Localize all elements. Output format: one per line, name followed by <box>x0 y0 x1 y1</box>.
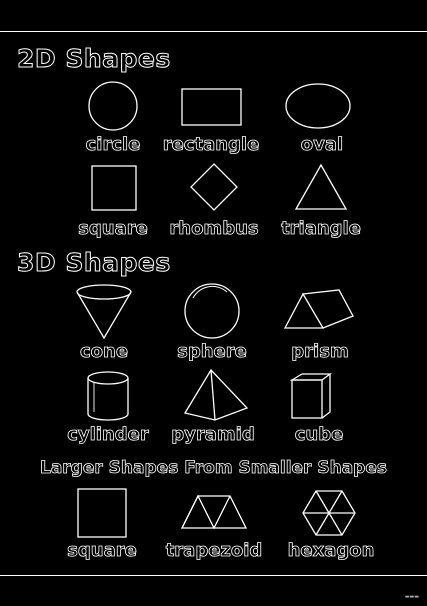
shape-cube: cube <box>264 368 374 450</box>
shape-rectangle: rectangle <box>156 80 266 156</box>
shape-cone: cone <box>49 282 159 366</box>
shape-trapezoid: trapezoid <box>159 484 269 566</box>
shape-circle: circle <box>58 80 168 156</box>
shape-label: hexagon <box>287 540 375 562</box>
top-rule <box>0 31 427 32</box>
shape-composite-square: square <box>47 484 157 566</box>
trapezoid-icon <box>180 494 248 530</box>
rhombus-icon <box>190 163 238 211</box>
shape-hexagon: hexagon <box>276 484 386 566</box>
cylinder-icon <box>87 371 129 421</box>
square-icon <box>91 165 137 211</box>
shape-label: pyramid <box>171 424 255 446</box>
shape-oval: oval <box>267 80 377 156</box>
watermark-logo: ▬▬▬ <box>404 594 419 600</box>
cone-icon <box>76 284 132 340</box>
shape-square: square <box>58 162 168 240</box>
shape-label: cone <box>79 341 129 363</box>
section-title-composite: Larger Shapes From Smaller Shapes <box>39 458 388 479</box>
shape-label: rectangle <box>162 134 260 156</box>
shape-prism: prism <box>265 282 375 366</box>
shape-sphere: sphere <box>157 282 267 366</box>
shape-label: square <box>78 218 148 240</box>
hexagon-icon <box>302 490 356 536</box>
shape-label: square <box>67 540 137 562</box>
shape-label: sphere <box>177 341 248 363</box>
shape-triangle: triangle <box>266 162 376 240</box>
section-title-2d: 2D Shapes <box>17 44 171 74</box>
pyramid-icon <box>183 368 249 421</box>
triangle-icon <box>294 163 348 210</box>
shape-label: triangle <box>281 218 362 240</box>
shape-label: cylinder <box>67 424 149 446</box>
oval-icon <box>285 83 351 129</box>
shape-label: circle <box>85 134 141 156</box>
shape-label: oval <box>300 134 344 156</box>
shape-pyramid: pyramid <box>158 368 268 450</box>
shape-label: rhombus <box>169 218 259 240</box>
shape-label: cube <box>294 424 344 446</box>
shape-label: prism <box>291 341 349 363</box>
sphere-icon <box>184 283 240 339</box>
circle-icon <box>88 81 138 131</box>
rectangle-icon <box>181 88 242 126</box>
shape-rhombus: rhombus <box>159 162 269 240</box>
section-title-3d: 3D Shapes <box>17 248 171 278</box>
shape-label: trapezoid <box>165 540 263 562</box>
cube-icon <box>289 373 332 419</box>
composite-square-icon <box>77 488 127 538</box>
shape-cylinder: cylinder <box>53 368 163 450</box>
prism-icon <box>283 289 354 329</box>
bottom-rule <box>0 575 427 576</box>
